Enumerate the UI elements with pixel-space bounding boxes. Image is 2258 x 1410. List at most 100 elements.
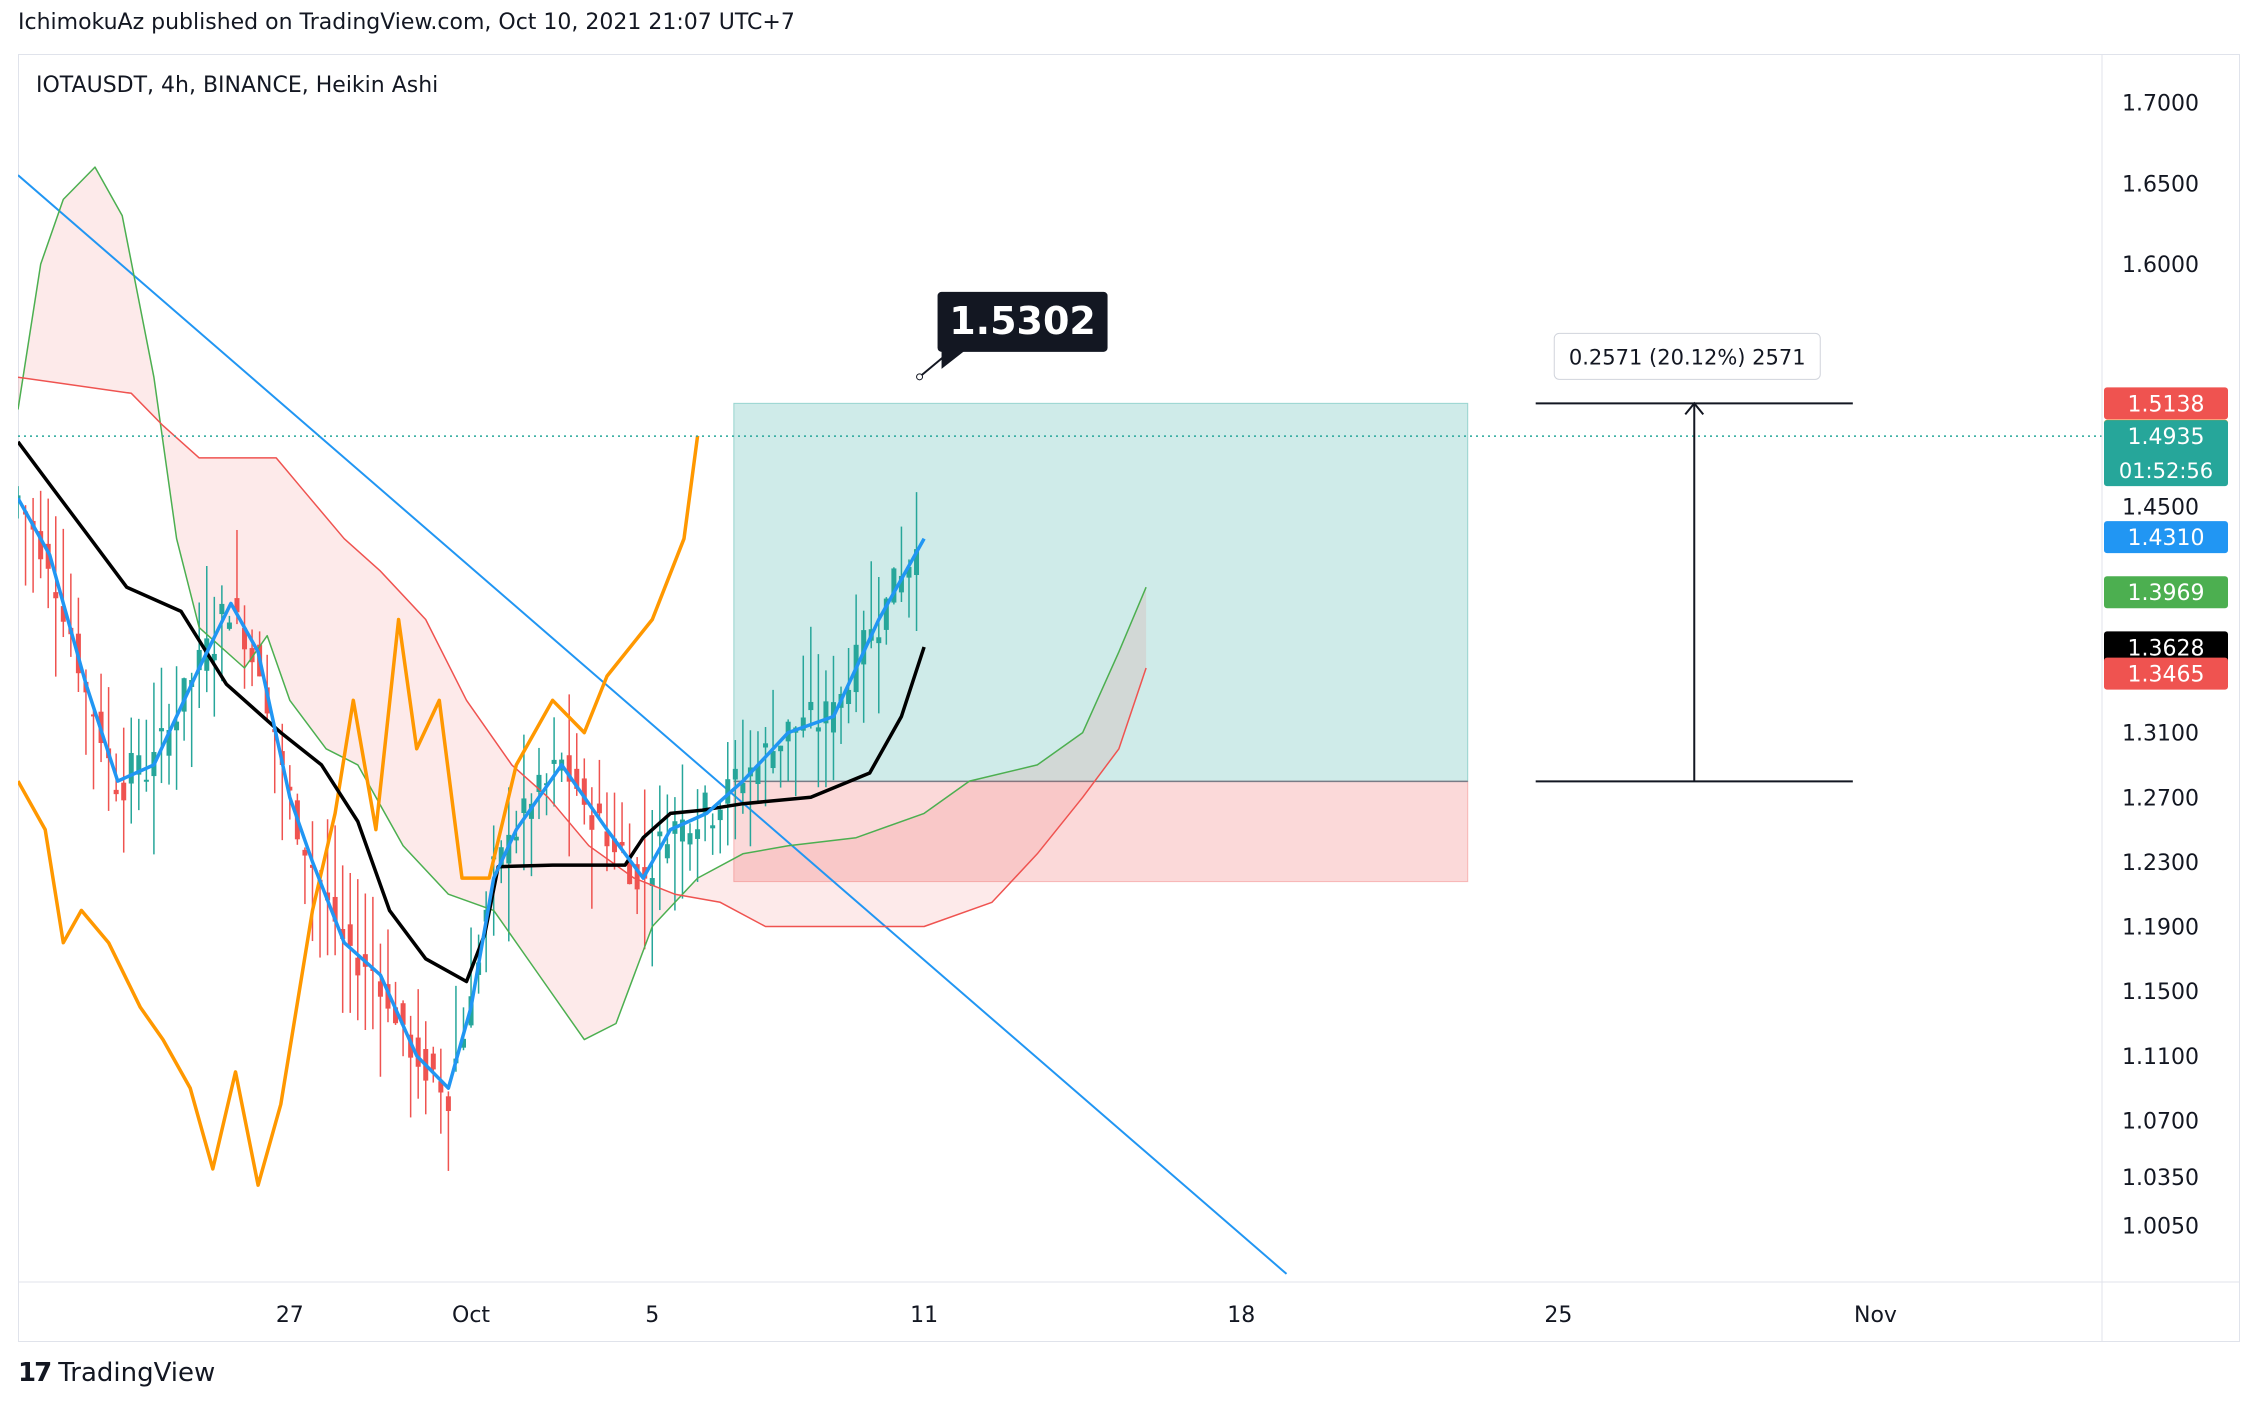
candle-body bbox=[846, 689, 852, 705]
candle-body bbox=[242, 627, 248, 650]
candle-body bbox=[770, 751, 776, 769]
x-tick-label: 5 bbox=[645, 1303, 659, 1328]
candle-body bbox=[174, 721, 180, 731]
candle-body bbox=[664, 844, 670, 859]
candle-body bbox=[528, 803, 534, 819]
candle-body bbox=[800, 717, 806, 731]
measure-arrow-head bbox=[1684, 401, 1705, 415]
candle-body bbox=[717, 809, 723, 821]
candle-body bbox=[808, 701, 814, 711]
candle-body bbox=[725, 779, 731, 804]
price-label-value: 1.4935 bbox=[2128, 425, 2205, 450]
y-tick-label: 1.1100 bbox=[2122, 1045, 2199, 1070]
candle-body bbox=[355, 957, 361, 976]
candle-body bbox=[815, 727, 821, 732]
candle-body bbox=[121, 782, 127, 801]
x-tick-label: Oct bbox=[452, 1303, 490, 1328]
y-tick-label: 1.1900 bbox=[2122, 916, 2199, 941]
candle-body bbox=[891, 568, 897, 603]
candle-body bbox=[332, 896, 338, 922]
callout-value: 1.5302 bbox=[949, 299, 1096, 343]
candle-body bbox=[53, 592, 59, 599]
y-tick-label: 1.2300 bbox=[2122, 851, 2199, 876]
price-label-badge bbox=[2104, 631, 2228, 664]
candle-body bbox=[581, 778, 587, 805]
x-tick-label: 18 bbox=[1227, 1303, 1255, 1328]
price-label-value: 1.5138 bbox=[2128, 392, 2205, 417]
position-profit-zone bbox=[733, 402, 1469, 782]
candle-body bbox=[400, 1003, 406, 1025]
candle-body bbox=[619, 841, 625, 846]
candle-body bbox=[763, 743, 769, 748]
candle-body bbox=[340, 929, 346, 939]
candle-body bbox=[430, 1053, 436, 1070]
candle-body bbox=[898, 575, 904, 593]
candle-body bbox=[687, 833, 693, 845]
candle-body bbox=[113, 789, 119, 795]
candle-body bbox=[702, 792, 708, 813]
candle-body bbox=[914, 549, 920, 576]
candle-body bbox=[634, 864, 640, 890]
candle-body bbox=[906, 566, 912, 578]
trendline bbox=[18, 174, 1288, 1275]
candle-body bbox=[740, 782, 746, 794]
x-tick-label: 25 bbox=[1544, 1303, 1572, 1328]
candle-body bbox=[181, 678, 187, 712]
y-tick-label: 1.4500 bbox=[2122, 495, 2199, 520]
candle-body bbox=[589, 815, 595, 830]
chikou-span-line bbox=[18, 435, 700, 1187]
tradingview-logo-icon[interactable]: 𝟭𝟳 bbox=[18, 1358, 52, 1388]
candle-body bbox=[612, 838, 618, 853]
brand-name[interactable]: TradingView bbox=[58, 1358, 216, 1388]
candle-body bbox=[755, 765, 761, 784]
candle-body bbox=[445, 1096, 451, 1112]
price-label-badge bbox=[2104, 387, 2228, 420]
candle-body bbox=[45, 543, 51, 569]
candle-body bbox=[649, 878, 655, 886]
measure-label: 0.2571 (20.12%) 2571 bbox=[1569, 345, 1806, 369]
candle-body bbox=[158, 728, 164, 732]
y-tick-label: 1.6000 bbox=[2122, 253, 2199, 278]
candle-body bbox=[219, 603, 225, 615]
y-tick-label: 1.6500 bbox=[2122, 172, 2199, 197]
y-tick-label: 1.3100 bbox=[2122, 722, 2199, 747]
candle-body bbox=[521, 798, 527, 814]
candle-body bbox=[128, 752, 134, 784]
candle-body bbox=[60, 606, 66, 622]
candle-body bbox=[302, 849, 308, 856]
kumo-span-b-line bbox=[18, 376, 1147, 928]
y-tick-label: 1.0050 bbox=[2122, 1214, 2199, 1239]
candle-body bbox=[823, 701, 829, 724]
chart-title: IOTAUSDT, 4h, BINANCE, Heikin Ashi bbox=[36, 73, 438, 98]
measure-label-box bbox=[1553, 332, 1821, 380]
candle-body bbox=[551, 759, 557, 764]
candle-body bbox=[211, 653, 217, 661]
published-header: IchimokuAz published on TradingView.com,… bbox=[18, 10, 795, 35]
candle-body bbox=[536, 774, 542, 792]
x-tick-label: 27 bbox=[276, 1303, 304, 1328]
candle-body bbox=[166, 729, 172, 756]
plot-area bbox=[18, 166, 2102, 1275]
candle-body bbox=[695, 829, 701, 839]
tenkan-sen-line bbox=[18, 497, 926, 1090]
candle-body bbox=[234, 598, 240, 613]
candle-body bbox=[778, 745, 784, 752]
price-label-value: 1.4310 bbox=[2128, 526, 2205, 551]
candle-body bbox=[196, 649, 202, 671]
candle-body bbox=[438, 1081, 444, 1093]
candle-body bbox=[393, 1007, 399, 1024]
candle-body bbox=[596, 803, 602, 814]
price-label-badge bbox=[2104, 420, 2228, 487]
footer: 𝟭𝟳 TradingView bbox=[18, 1358, 215, 1388]
candle-body bbox=[657, 831, 663, 837]
kumo-span-a-line bbox=[18, 166, 1147, 1041]
price-label-badge bbox=[2104, 657, 2228, 690]
y-tick-label: 1.0700 bbox=[2122, 1109, 2199, 1134]
price-label-value: 1.3465 bbox=[2128, 663, 2205, 688]
candle-body bbox=[861, 630, 867, 665]
price-label-countdown: 01:52:56 bbox=[2119, 459, 2213, 483]
y-tick-label: 1.1500 bbox=[2122, 980, 2199, 1005]
candle-body bbox=[679, 819, 685, 842]
candle-body bbox=[143, 779, 149, 782]
